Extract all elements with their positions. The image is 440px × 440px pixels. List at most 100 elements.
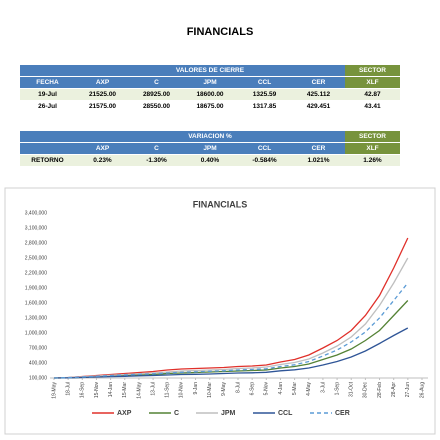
x-tick-label: 10-Nov	[179, 382, 185, 399]
table-cell: 42.87	[364, 91, 381, 98]
column-header: JPM	[203, 145, 216, 152]
column-header: CER	[312, 145, 326, 152]
x-tick-label: 28-Apr	[391, 382, 397, 397]
table-cell: 425.112	[307, 91, 331, 98]
y-tick-label: 1,300,000	[25, 315, 47, 321]
y-tick-label: 2,200,000	[25, 270, 47, 276]
sector-header-bg	[345, 131, 400, 142]
table-cell: 26-Jul	[38, 103, 57, 110]
y-tick-label: 3,400,000	[25, 210, 47, 216]
sector-header: SECTOR	[359, 67, 386, 74]
y-tick-label: 400,000	[29, 360, 47, 366]
column-header: XLF	[366, 79, 378, 86]
x-tick-label: 31-Oct	[349, 381, 355, 397]
y-tick-label: 1,900,000	[25, 285, 47, 291]
x-tick-label: 6-Sep	[249, 382, 255, 396]
sector-header: SECTOR	[359, 133, 386, 140]
x-tick-label: 30-Dec	[363, 382, 369, 399]
series-line	[53, 282, 409, 379]
column-header: C	[154, 145, 159, 152]
x-tick-label: 9-May	[221, 382, 227, 396]
column-header: CCL	[258, 79, 271, 86]
series-line	[53, 237, 409, 379]
x-tick-label: 16-Sep	[80, 382, 86, 398]
x-tick-label: 11-Sep	[165, 382, 171, 398]
column-header: FECHA	[36, 79, 59, 86]
table-cell: 19-Jul	[38, 91, 57, 98]
row-bg	[20, 89, 400, 100]
column-header: C	[154, 79, 159, 86]
y-tick-label: 700,000	[29, 345, 47, 351]
legend-label: CCL	[278, 410, 293, 417]
column-header: AXP	[96, 79, 110, 86]
group-header-bg	[20, 65, 345, 76]
x-tick-label: 14-Jan	[108, 382, 114, 398]
x-tick-label: 15-Nov	[94, 382, 100, 399]
column-header-bg	[20, 77, 345, 88]
legend-label: AXP	[117, 410, 132, 417]
sector-header-bg	[345, 65, 400, 76]
chart-title: FINANCIALS	[193, 199, 248, 209]
x-tick-label: 5-Nov	[264, 382, 270, 396]
table-cell: 21575.00	[89, 103, 116, 110]
row-bg	[20, 101, 400, 112]
x-tick-label: 8-Jul	[235, 382, 241, 393]
group-header-bg	[20, 131, 345, 142]
column-header: AXP	[96, 145, 110, 152]
table-cell: 18600.00	[196, 91, 223, 98]
x-tick-label: 9-Jan	[193, 382, 199, 395]
x-tick-label: 18-Jul	[65, 382, 71, 396]
y-tick-label: 3,100,000	[25, 225, 47, 231]
table-cell: 18675.00	[196, 103, 223, 110]
column-header: XLF	[366, 145, 378, 152]
legend-label: CER	[335, 410, 350, 417]
x-tick-label: 4-May	[306, 382, 312, 396]
table-cell: 429.451	[307, 103, 331, 110]
table-cell: 0.23%	[93, 157, 112, 164]
x-tick-label: 28-Feb	[377, 382, 383, 398]
table-cell: 1.021%	[307, 157, 329, 164]
table-cell: 1.26%	[363, 157, 382, 164]
x-tick-label: 4-Jan	[278, 382, 284, 395]
y-tick-label: 1,600,000	[25, 300, 47, 306]
column-header: CCL	[258, 145, 271, 152]
column-header: JPM	[203, 79, 216, 86]
row-bg	[20, 155, 400, 166]
table-cell: -0.584%	[252, 157, 276, 164]
x-tick-label: 19-May	[51, 382, 57, 399]
group-header: VALORES DE CIERRE	[176, 67, 245, 74]
x-tick-label: 5-Mar	[292, 382, 298, 395]
page-title: FINANCIALS	[187, 26, 254, 38]
x-tick-label: 14-May	[136, 382, 142, 399]
column-header-bg	[345, 77, 400, 88]
table-cell: 1325.59	[253, 91, 277, 98]
table-cell: 28925.00	[143, 91, 170, 98]
x-tick-label: 13-Jul	[150, 382, 156, 396]
x-tick-label: 1-Sep	[334, 382, 340, 396]
y-tick-label: 2,800,000	[25, 240, 47, 246]
y-tick-label: 1,000,000	[25, 330, 47, 336]
table-cell: RETORNO	[31, 157, 63, 164]
column-header: CER	[312, 79, 326, 86]
x-tick-label: 3-Jul	[320, 382, 326, 393]
legend-label: C	[174, 410, 179, 417]
x-tick-label: 27-Jun	[405, 382, 411, 398]
table-cell: 0.40%	[201, 157, 220, 164]
legend-label: JPM	[221, 410, 236, 417]
column-header-bg	[345, 143, 400, 154]
table-cell: 43.41	[364, 103, 381, 110]
group-header: VARIACION %	[188, 133, 232, 140]
column-header-bg	[20, 143, 345, 154]
table-cell: -1.30%	[146, 157, 167, 164]
y-tick-label: 100,000	[29, 375, 47, 381]
table-cell: 21525.00	[89, 91, 116, 98]
x-tick-label: 26-Aug	[419, 382, 425, 398]
y-tick-label: 2,500,000	[25, 255, 47, 261]
x-tick-label: 15-Mar	[122, 382, 128, 398]
table-cell: 1317.85	[253, 103, 277, 110]
table-cell: 28550.00	[143, 103, 170, 110]
chart-frame	[4, 187, 436, 435]
x-tick-label: 10-Mar	[207, 382, 213, 398]
series-line	[53, 327, 409, 379]
